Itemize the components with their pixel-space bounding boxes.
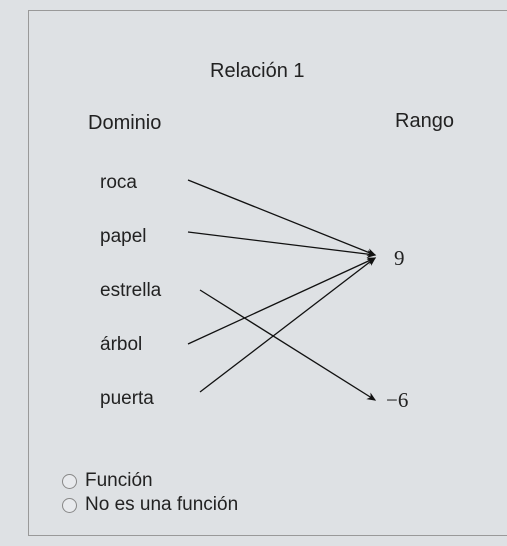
answer-options: Función No es una función bbox=[62, 470, 238, 518]
option-not-function-label: No es una función bbox=[85, 494, 238, 516]
domain-item-papel: papel bbox=[100, 226, 147, 248]
option-function-label: Función bbox=[85, 470, 153, 492]
range-item-9: 9 bbox=[394, 246, 405, 271]
option-not-function[interactable]: No es una función bbox=[62, 494, 238, 516]
relation-title: Relación 1 bbox=[210, 60, 305, 83]
domain-item-puerta: puerta bbox=[100, 388, 154, 410]
diagram-container: Relación 1 Dominio Rango roca papel estr… bbox=[0, 0, 507, 546]
domain-item-estrella: estrella bbox=[100, 280, 161, 302]
range-header: Rango bbox=[395, 110, 454, 133]
radio-icon bbox=[62, 474, 77, 489]
domain-header: Dominio bbox=[88, 112, 161, 135]
domain-item-roca: roca bbox=[100, 172, 137, 194]
range-item-neg6: −6 bbox=[386, 388, 408, 413]
radio-icon bbox=[62, 498, 77, 513]
domain-item-arbol: árbol bbox=[100, 334, 142, 356]
option-function[interactable]: Función bbox=[62, 470, 238, 492]
